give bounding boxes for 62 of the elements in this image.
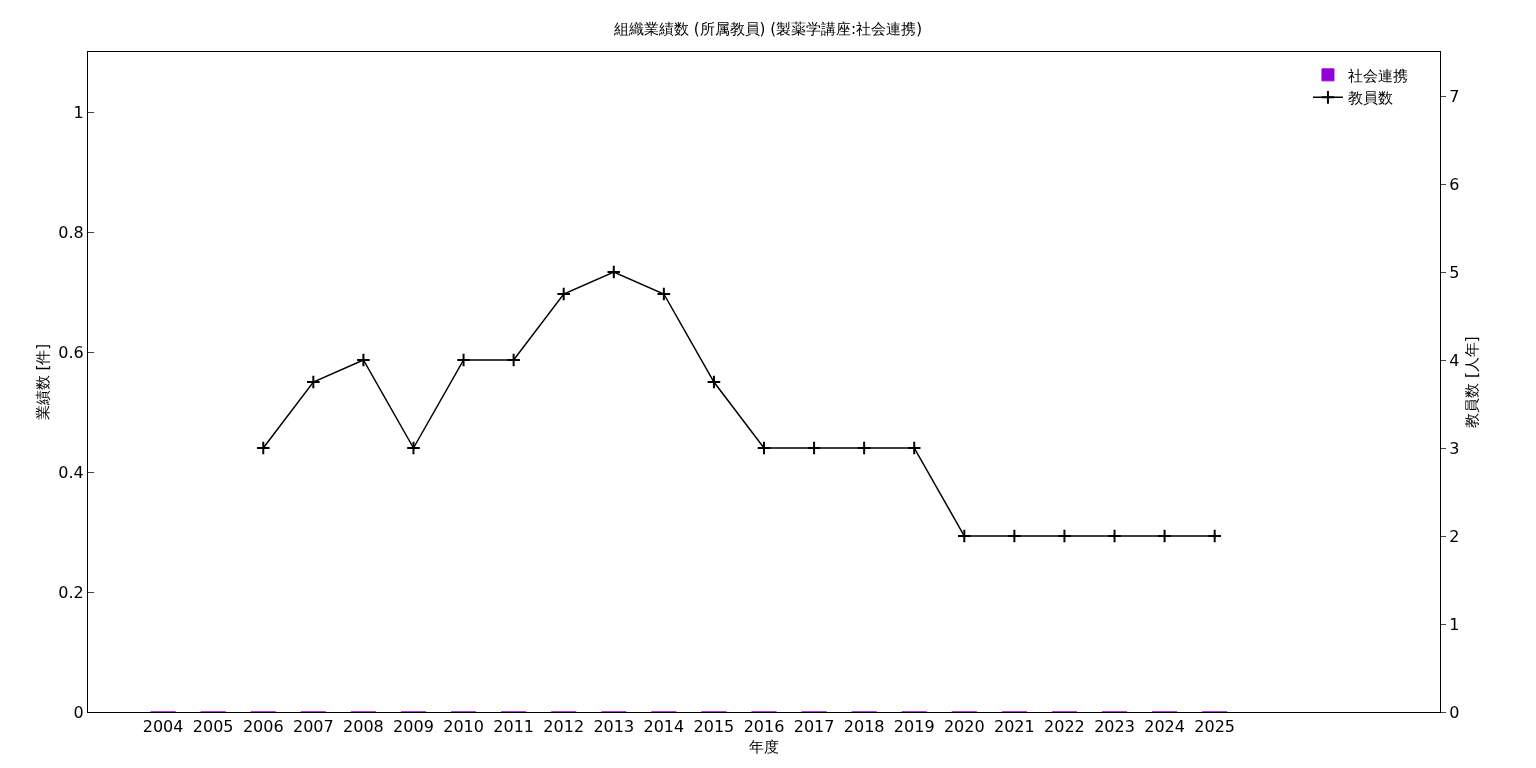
y2-tick-label: 0 bbox=[1449, 702, 1460, 722]
x-tick-label: 2025 bbox=[1194, 717, 1236, 737]
y-tick-label: 0.4 bbox=[58, 462, 84, 482]
x-tick-label: 2007 bbox=[292, 717, 334, 737]
point bbox=[255, 440, 271, 456]
x-tick-label: 2021 bbox=[994, 717, 1035, 737]
point bbox=[957, 528, 972, 544]
chart-title: 組織業績数 (所属教員) (製薬学講座:社会連携) bbox=[613, 19, 922, 38]
x-tick-label: 2012 bbox=[543, 717, 585, 737]
point bbox=[1007, 528, 1022, 544]
y2-tick-label: 3 bbox=[1449, 438, 1460, 458]
point bbox=[1157, 528, 1172, 544]
y-axis-title: 業績数 [件] bbox=[34, 343, 52, 421]
y2-tick-label: 1 bbox=[1449, 614, 1460, 634]
point bbox=[406, 440, 421, 456]
y-tick-label: 0.2 bbox=[58, 582, 84, 602]
x-tick-label: 2014 bbox=[643, 717, 685, 737]
point bbox=[506, 352, 521, 368]
point bbox=[756, 440, 772, 456]
point bbox=[906, 440, 922, 456]
point bbox=[1107, 528, 1122, 544]
x-tick-label: 2020 bbox=[943, 717, 985, 737]
point bbox=[556, 286, 571, 302]
x-tick-label: 2015 bbox=[693, 717, 735, 737]
x-tick-label: 2017 bbox=[793, 717, 835, 737]
x-tick-label: 2011 bbox=[493, 717, 534, 737]
point bbox=[1057, 528, 1072, 544]
y-tick-label: 0 bbox=[73, 702, 84, 722]
x-axis-title: 年度 bbox=[749, 738, 779, 757]
y-tick-label: 0.8 bbox=[58, 222, 84, 242]
y2-tick-label: 2 bbox=[1449, 526, 1460, 546]
point bbox=[656, 286, 672, 302]
y2-tick-label: 5 bbox=[1449, 262, 1460, 282]
point bbox=[606, 264, 622, 280]
point bbox=[1207, 528, 1222, 544]
x-tick-label: 2005 bbox=[192, 717, 234, 737]
point bbox=[706, 374, 722, 390]
x-tick-label: 2022 bbox=[1044, 717, 1085, 737]
x-tick-label: 2024 bbox=[1144, 717, 1185, 737]
x-tick-label: 2018 bbox=[843, 717, 885, 737]
legend-label: 教員数 bbox=[1347, 89, 1393, 108]
x-tick-label: 2006 bbox=[242, 717, 284, 737]
x-tick-label: 2013 bbox=[593, 717, 635, 737]
x-tick-label: 2004 bbox=[142, 717, 184, 737]
y2-tick-label: 6 bbox=[1449, 174, 1460, 194]
point bbox=[356, 352, 371, 368]
point bbox=[456, 352, 471, 368]
y2-tick-label: 7 bbox=[1449, 86, 1460, 106]
point bbox=[806, 440, 822, 456]
x-tick-label: 2010 bbox=[443, 717, 484, 737]
x-tick-label: 2008 bbox=[343, 717, 384, 737]
point bbox=[306, 374, 321, 390]
point bbox=[856, 440, 872, 456]
y2-axis-title: 教員数 [人年] bbox=[1463, 336, 1482, 428]
y-tick-label: 0.6 bbox=[58, 342, 84, 362]
x-tick-label: 2016 bbox=[743, 717, 785, 737]
y2-tick-label: 4 bbox=[1449, 350, 1460, 370]
x-tick-label: 2009 bbox=[393, 717, 434, 737]
y-tick-label: 1 bbox=[73, 102, 84, 122]
x-tick-label: 2019 bbox=[893, 717, 935, 737]
legend-label: 社会連携 bbox=[1347, 66, 1408, 85]
x-tick-label: 2023 bbox=[1094, 717, 1135, 737]
